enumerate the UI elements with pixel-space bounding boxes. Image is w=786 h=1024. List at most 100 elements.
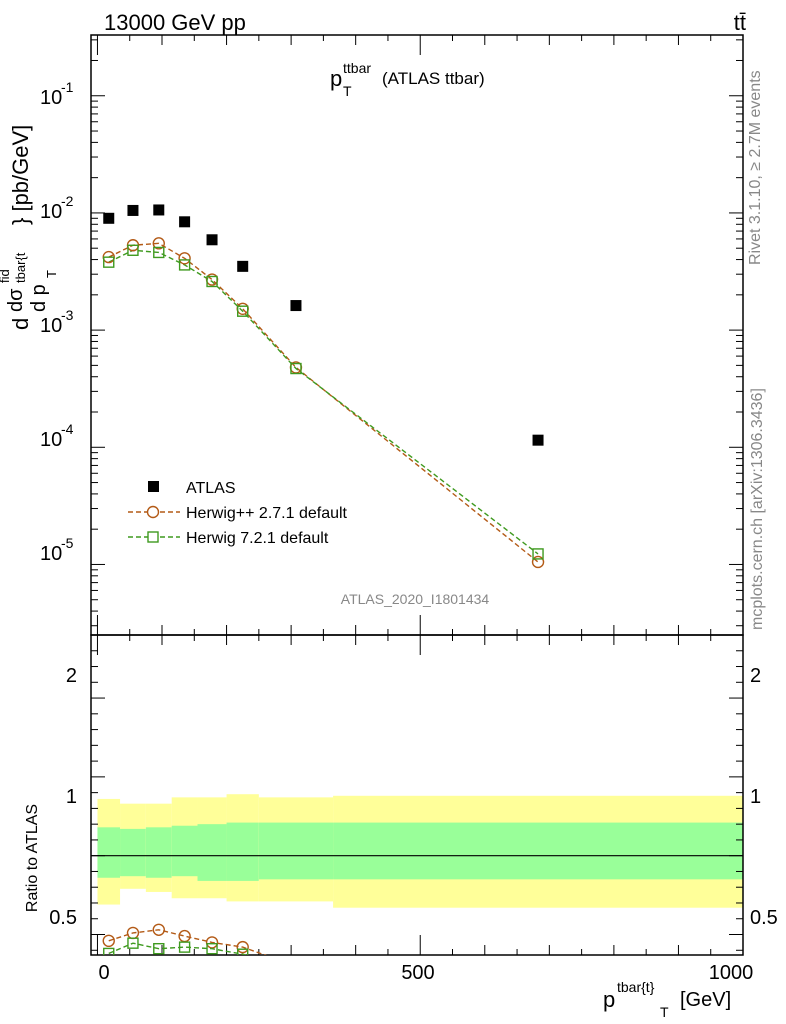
ratio-band-inner — [226, 822, 259, 881]
y-tick-base: 10 — [40, 315, 62, 337]
y-tick-base: 10 — [40, 429, 62, 451]
ratio-y-tick-labels: 2 1 0.5 2 1 0.5 — [49, 665, 778, 929]
ratio-tick-1-right: 1 — [750, 786, 761, 808]
energy-label: 13000 GeV pp — [104, 10, 246, 35]
ratio-band-inner — [120, 828, 146, 877]
main-y-tick-labels: 10 -1 10 -2 10 -3 10 -4 10 -5 — [40, 79, 74, 565]
x-tick-labels: 0 500 1000 — [98, 962, 753, 984]
y-tick-exp: -1 — [61, 79, 74, 95]
x-axis-label: p tbar{t} T [GeV] — [603, 979, 731, 1020]
y-tick-label-1e-2: 10 -2 — [40, 193, 74, 223]
ratio-band-inner — [97, 827, 121, 878]
plot-title: p ttbar T (ATLAS ttbar) — [330, 60, 485, 99]
y-label-dsigma: dσ — [5, 288, 27, 312]
herwig7-point — [206, 275, 218, 288]
legend: ATLAS Herwig++ 2.7.1 default Herwig 7.2.… — [128, 480, 348, 547]
x-label-p: p — [603, 987, 615, 1012]
y-tick-label-1e-5: 10 -5 — [40, 535, 74, 565]
herwig7-point — [103, 256, 115, 268]
ratio-band-inner — [171, 825, 198, 877]
herwigpp-main-line — [108, 242, 539, 563]
process-label: tt̄ — [734, 10, 746, 35]
herwigpp-point — [178, 252, 191, 265]
legend-atlas-label: ATLAS — [186, 480, 236, 497]
ratio-tick-1-left: 1 — [66, 786, 77, 808]
y-label-unit: } [pb/GeV] — [8, 125, 33, 225]
herwigpp-point — [152, 237, 165, 250]
herwig7-ratio-point — [206, 942, 218, 955]
herwigpp-ratio-point — [152, 923, 165, 936]
x-label-sub: T — [660, 1004, 669, 1020]
herwig7-point — [532, 548, 544, 560]
ratio-band-inner — [197, 824, 227, 881]
y-label-dp: d p — [28, 284, 50, 312]
ratio-tick-05-left: 0.5 — [49, 907, 77, 929]
legend-herwig7-marker — [147, 531, 159, 543]
legend-atlas-marker — [148, 481, 159, 492]
analysis-id-label: ATLAS_2020_I1801434 — [341, 591, 490, 607]
y-tick-base: 10 — [40, 201, 62, 223]
y-tick-label-1e-1: 10 -1 — [40, 79, 74, 109]
herwig7-point — [237, 305, 249, 317]
y-label-tbart: tbar{t — [13, 252, 28, 283]
herwig7-ratio-point — [103, 947, 115, 955]
herwigpp-ratio-group — [102, 923, 267, 955]
herwig7-ratio-point — [127, 937, 139, 949]
atlas-data-point — [532, 434, 544, 446]
plot-title-p: p — [330, 66, 342, 91]
mcplots-label: mcplots.cern.ch [arXiv:1306.3436] — [749, 388, 766, 630]
y-tick-label-1e-3: 10 -3 — [40, 307, 74, 337]
ratio-tick-2-left: 2 — [66, 665, 77, 687]
herwig7-point — [153, 246, 165, 259]
herwigpp-point — [205, 273, 219, 286]
herwig7-ratio-line — [108, 942, 249, 955]
ratio-plot-frame — [90, 634, 744, 956]
legend-herwigpp-label: Herwig++ 2.7.1 default — [186, 505, 348, 522]
y-label-d: d — [8, 318, 33, 330]
herwig7-ratio-point — [237, 948, 249, 955]
herwig7-ratio-group — [103, 937, 249, 955]
y-tick-base: 10 — [40, 543, 62, 565]
atlas-data-point — [237, 260, 249, 272]
herwig7-point — [127, 244, 139, 256]
x-label-sup: tbar{t} — [617, 979, 655, 995]
x-tick-1000: 1000 — [709, 962, 754, 984]
y-axis-label-main: d dσ fid tbar{t d p T } [pb/GeV] — [0, 125, 59, 330]
rivet-version-label: Rivet 3.1.10, ≥ 2.7M events — [747, 70, 764, 265]
y-tick-exp: -4 — [61, 421, 74, 437]
y-tick-label-1e-4: 10 -4 — [40, 421, 74, 451]
mc-curves — [102, 242, 539, 955]
x-axis-ticks — [96, 35, 744, 955]
herwigpp-ratio-line — [108, 929, 267, 955]
y-label-T: T — [44, 270, 59, 278]
y-tick-exp: -5 — [61, 535, 74, 551]
main-axis-ticks — [91, 39, 743, 627]
ratio-axis-ticks — [91, 650, 743, 951]
herwigpp-point — [531, 555, 545, 569]
atlas-data-point — [153, 204, 165, 216]
herwig7-point — [290, 362, 302, 375]
atlas-data-point — [127, 204, 139, 216]
x-tick-0: 0 — [98, 962, 109, 984]
herwigpp-point — [236, 302, 249, 315]
x-label-unit: [GeV] — [680, 989, 731, 1011]
ratio-tick-2-right: 2 — [750, 665, 761, 687]
atlas-data-point — [290, 300, 302, 312]
plot-title-sub: T — [343, 83, 352, 99]
legend-herwigpp-marker — [146, 505, 160, 519]
herwig7-point — [178, 259, 191, 271]
atlas-data-point — [206, 234, 218, 246]
y-tick-exp: -2 — [61, 193, 74, 209]
herwigpp-ratio-point — [236, 940, 249, 954]
x-tick-500: 500 — [401, 962, 434, 984]
ratio-band-inner — [333, 822, 743, 880]
herwig7-main-line — [108, 249, 539, 555]
herwigpp-ratio-point — [178, 929, 191, 943]
herwig7-ratio-point — [153, 942, 165, 955]
ratio-band-inner — [258, 822, 334, 880]
herwigpp-ratio-point — [205, 936, 219, 949]
plot-title-sup: ttbar — [343, 60, 371, 76]
y-label-fid: fid — [0, 269, 12, 283]
ratio-tick-05-right: 0.5 — [750, 907, 778, 929]
